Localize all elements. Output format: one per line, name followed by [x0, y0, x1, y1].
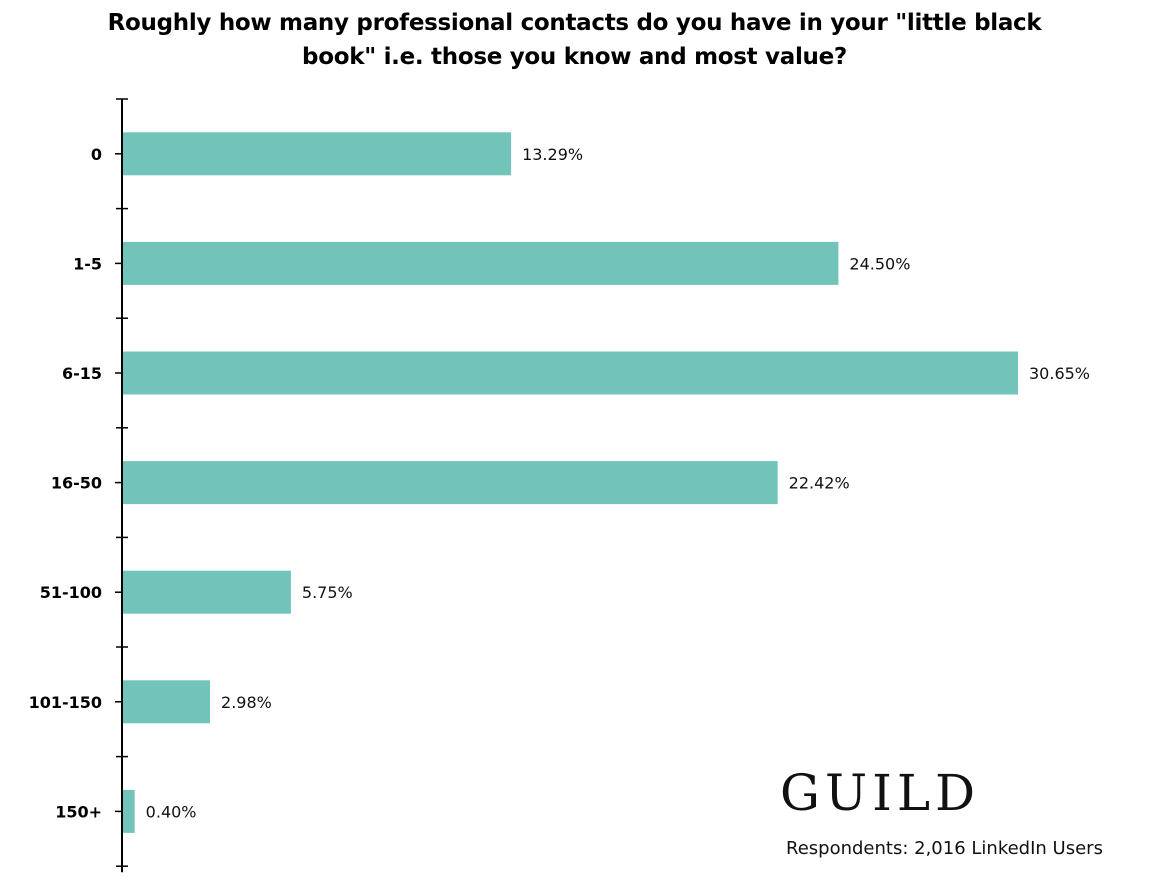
value-label: 2.98% — [221, 693, 272, 712]
bar-150+ — [123, 789, 135, 833]
chart-title-line-1: Roughly how many professional contacts d… — [107, 10, 1042, 36]
category-label: 51-100 — [40, 583, 102, 602]
value-label: 5.75% — [302, 583, 353, 602]
bars — [123, 132, 1018, 833]
bar-51-100 — [123, 570, 291, 614]
value-label: 0.40% — [146, 802, 197, 821]
value-label: 24.50% — [849, 254, 910, 273]
y-axis — [115, 98, 128, 873]
value-label: 22.42% — [789, 474, 850, 493]
labels: 0 13.29% 1-5 24.50% 6-15 30.65% 16-50 22.42% 51-… — [29, 145, 1090, 822]
respondents-note: Respondents: 2,016 LinkedIn Users — [786, 838, 1103, 859]
chart-title-line-2: book" i.e. those you know and most value… — [302, 44, 847, 70]
category-label: 1-5 — [73, 254, 102, 273]
category-label: 16-50 — [51, 474, 102, 493]
bar-0 — [123, 132, 512, 176]
category-label: 101-150 — [29, 693, 102, 712]
guild-logo: GUILD — [780, 764, 981, 822]
bar-1-5 — [123, 241, 839, 285]
bar-101-150 — [123, 680, 211, 724]
category-label: 6-15 — [62, 364, 102, 383]
value-label: 30.65% — [1029, 364, 1090, 383]
value-label: 13.29% — [522, 145, 583, 164]
bar-16-50 — [123, 461, 778, 505]
bar-6-15 — [123, 351, 1018, 395]
category-label: 0 — [91, 145, 102, 164]
category-label: 150+ — [55, 802, 102, 821]
